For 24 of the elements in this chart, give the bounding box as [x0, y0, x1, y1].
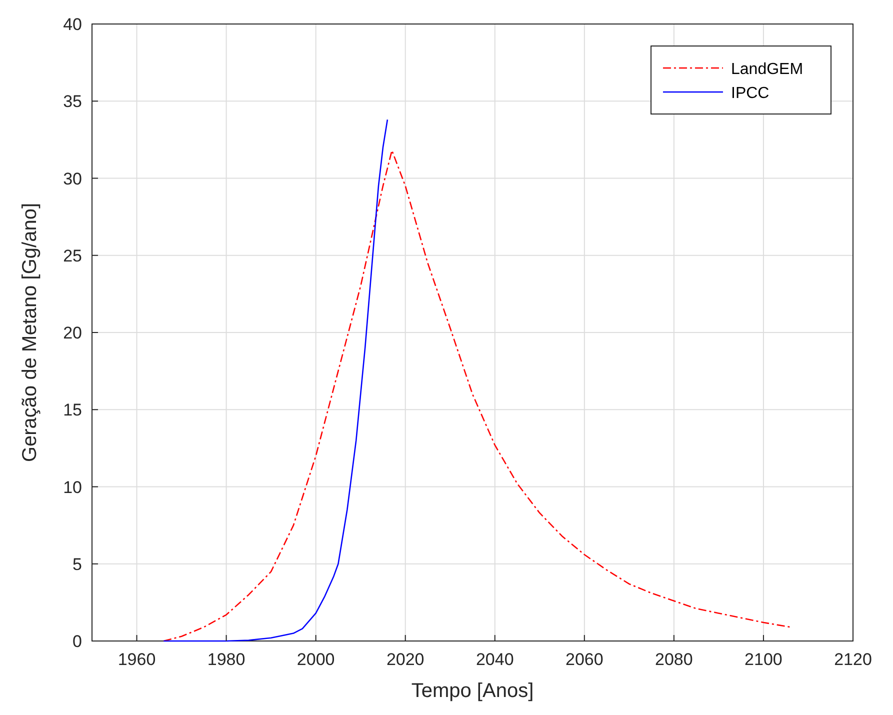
line-series	[162, 150, 791, 642]
y-tick-label: 10	[63, 478, 82, 497]
x-tick-label: 2120	[834, 650, 872, 669]
y-axis-title: Geração de Metano [Gg/ano]	[19, 202, 41, 462]
y-tick-label: 5	[72, 554, 82, 574]
x-tick-label: 1980	[207, 650, 246, 669]
legend-label: IPCC	[731, 85, 770, 102]
y-tick-label: 30	[63, 169, 82, 188]
line-series	[162, 118, 388, 642]
y-tick-label: 0	[72, 632, 82, 651]
x-tick-label: 2060	[566, 650, 604, 669]
x-axis-title: Tempo [Anos]	[411, 680, 534, 702]
y-tick-label: 35	[63, 92, 82, 112]
x-tick-label: 2040	[476, 650, 514, 669]
x-tick-label: 2080	[655, 650, 693, 669]
x-tick-label: 2100	[744, 650, 782, 669]
x-tick-label: 2020	[386, 650, 424, 669]
y-tick-label: 20	[63, 324, 82, 342]
y-tick-label: 25	[63, 246, 82, 266]
y-tick-label: 15	[63, 400, 82, 420]
y-tick-label: 40	[63, 15, 82, 34]
x-tick-label: 2000	[296, 650, 335, 669]
legend-label: LandGEM	[731, 61, 804, 78]
x-tick-label: 1960	[118, 650, 156, 669]
